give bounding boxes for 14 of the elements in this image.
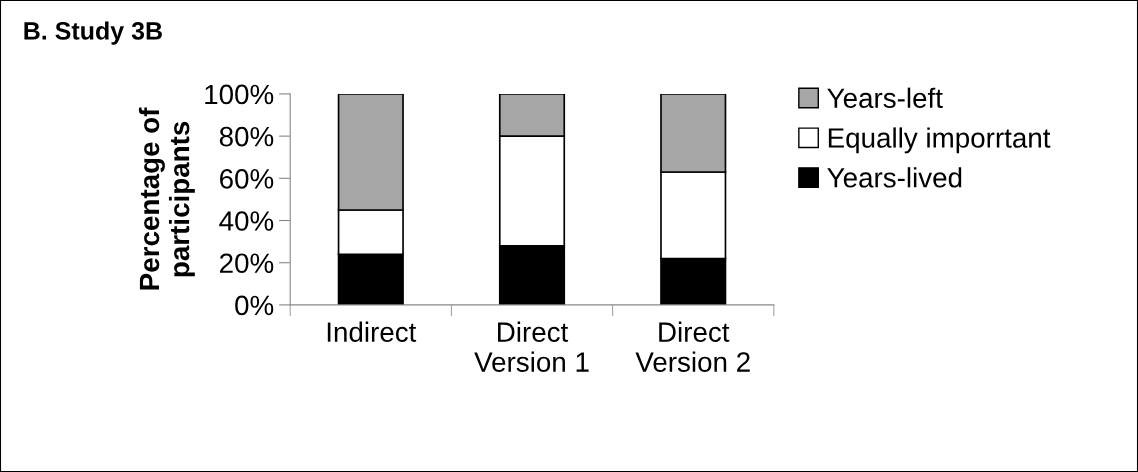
x-tick-label: Indirect (327, 321, 417, 342)
legend-label: Equally imporrtant (828, 127, 1051, 154)
y-tick-label: 0% (235, 295, 274, 316)
y-tick-label: 20% (220, 253, 274, 274)
x-tick-label: Direct Version 1 (474, 321, 589, 372)
chart-title: B. Study 3B (24, 21, 162, 45)
y-axis-title: Percentage of participants (138, 107, 195, 290)
y-tick-label: 60% (220, 168, 274, 189)
y-tick-label: 40% (219, 211, 274, 231)
legend-label: Years-left (827, 87, 943, 109)
y-tick-label: 100% (205, 84, 274, 105)
legend-label: Years-lived (827, 167, 962, 188)
x-tick-label: Direct Version 2 (635, 321, 750, 372)
y-tick-label: 80% (219, 126, 274, 147)
